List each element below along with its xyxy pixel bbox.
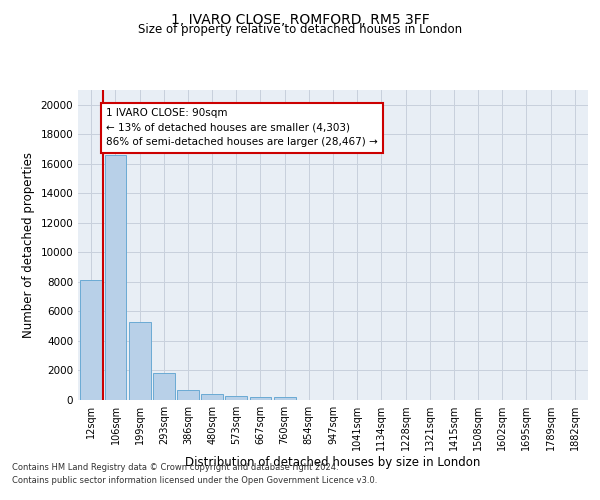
X-axis label: Distribution of detached houses by size in London: Distribution of detached houses by size …: [185, 456, 481, 469]
Text: Contains HM Land Registry data © Crown copyright and database right 2024.: Contains HM Land Registry data © Crown c…: [12, 464, 338, 472]
Text: Contains public sector information licensed under the Open Government Licence v3: Contains public sector information licen…: [12, 476, 377, 485]
Bar: [129, 322, 151, 400]
Text: Size of property relative to detached houses in London: Size of property relative to detached ho…: [138, 22, 462, 36]
Text: 1, IVARO CLOSE, ROMFORD, RM5 3FF: 1, IVARO CLOSE, ROMFORD, RM5 3FF: [170, 12, 430, 26]
Bar: [201, 394, 223, 400]
Text: 1 IVARO CLOSE: 90sqm
← 13% of detached houses are smaller (4,303)
86% of semi-de: 1 IVARO CLOSE: 90sqm ← 13% of detached h…: [106, 108, 377, 148]
Bar: [104, 155, 127, 400]
Bar: [274, 397, 296, 400]
Bar: [80, 280, 102, 400]
Bar: [250, 396, 271, 400]
Bar: [177, 390, 199, 400]
Bar: [153, 372, 175, 400]
Y-axis label: Number of detached properties: Number of detached properties: [22, 152, 35, 338]
Bar: [226, 396, 247, 400]
